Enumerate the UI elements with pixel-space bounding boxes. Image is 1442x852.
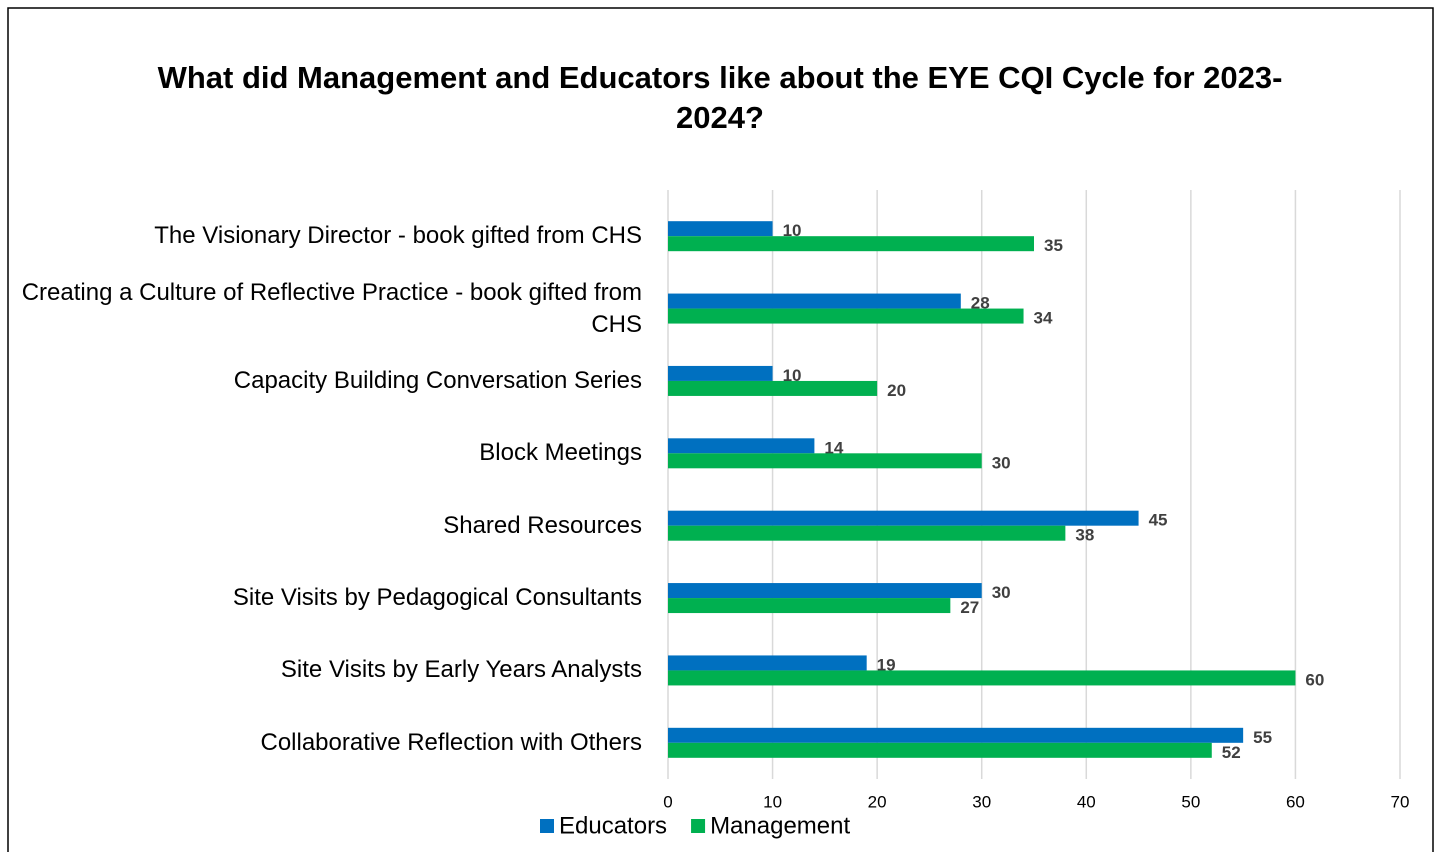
data-label: 35 <box>1044 236 1063 255</box>
bar <box>668 655 867 671</box>
data-label: 60 <box>1305 670 1324 689</box>
x-tick-label: 0 <box>663 792 672 811</box>
chart-title: What did Management and Educators like a… <box>157 60 1283 135</box>
y-tick-label: Creating a Culture of Reflective Practic… <box>21 278 642 338</box>
x-tick-label: 30 <box>972 792 991 811</box>
bar <box>668 293 961 309</box>
y-tick-label: The Visionary Director - book gifted fro… <box>154 222 642 250</box>
data-label: 27 <box>960 598 979 617</box>
bar <box>668 670 1296 686</box>
x-tick-label: 10 <box>763 792 782 811</box>
bar <box>668 510 1139 526</box>
legend-label: Management <box>710 812 850 839</box>
y-tick-label: Block Meetings <box>479 439 642 467</box>
data-label: 10 <box>783 366 802 385</box>
legend-swatch <box>691 819 706 833</box>
data-label: 38 <box>1075 526 1094 545</box>
frame <box>7 7 1434 852</box>
legend-swatch <box>540 819 554 833</box>
y-tick-label: Capacity Building Conversation Series <box>233 366 642 394</box>
y-tick-label: Shared Resources <box>443 511 642 539</box>
bar <box>668 380 878 396</box>
bar <box>668 453 982 469</box>
x-tick-label: 70 <box>1391 792 1410 811</box>
x-tick-label: 40 <box>1077 792 1096 811</box>
y-tick-label: Collaborative Reflection with Others <box>260 728 642 756</box>
x-tick-label: 50 <box>1181 792 1200 811</box>
bar <box>668 438 815 454</box>
data-label: 52 <box>1222 743 1241 762</box>
data-label: 55 <box>1253 728 1272 747</box>
bar <box>668 742 1212 758</box>
data-label: 28 <box>971 294 990 313</box>
bar <box>668 598 951 614</box>
data-label: 30 <box>992 583 1011 602</box>
bar <box>668 727 1244 743</box>
data-label: 20 <box>887 381 906 400</box>
y-tick-label: Site Visits by Early Years Analysts <box>280 656 642 684</box>
data-label: 30 <box>992 453 1011 472</box>
bar <box>668 221 773 237</box>
data-label: 14 <box>824 438 843 457</box>
data-label: 19 <box>877 655 896 674</box>
y-tick-label: Site Visits by Pedagogical Consultants <box>232 584 642 612</box>
x-tick-label: 20 <box>868 792 887 811</box>
legend-label: Educators <box>559 812 667 839</box>
bar <box>668 308 1024 324</box>
x-tick-label: 60 <box>1286 792 1305 811</box>
data-label: 34 <box>1034 309 1053 328</box>
bar <box>668 583 982 599</box>
bar <box>668 525 1066 541</box>
data-label: 10 <box>783 221 802 240</box>
bar <box>668 365 773 381</box>
bar <box>668 236 1034 252</box>
data-label: 45 <box>1149 511 1168 530</box>
